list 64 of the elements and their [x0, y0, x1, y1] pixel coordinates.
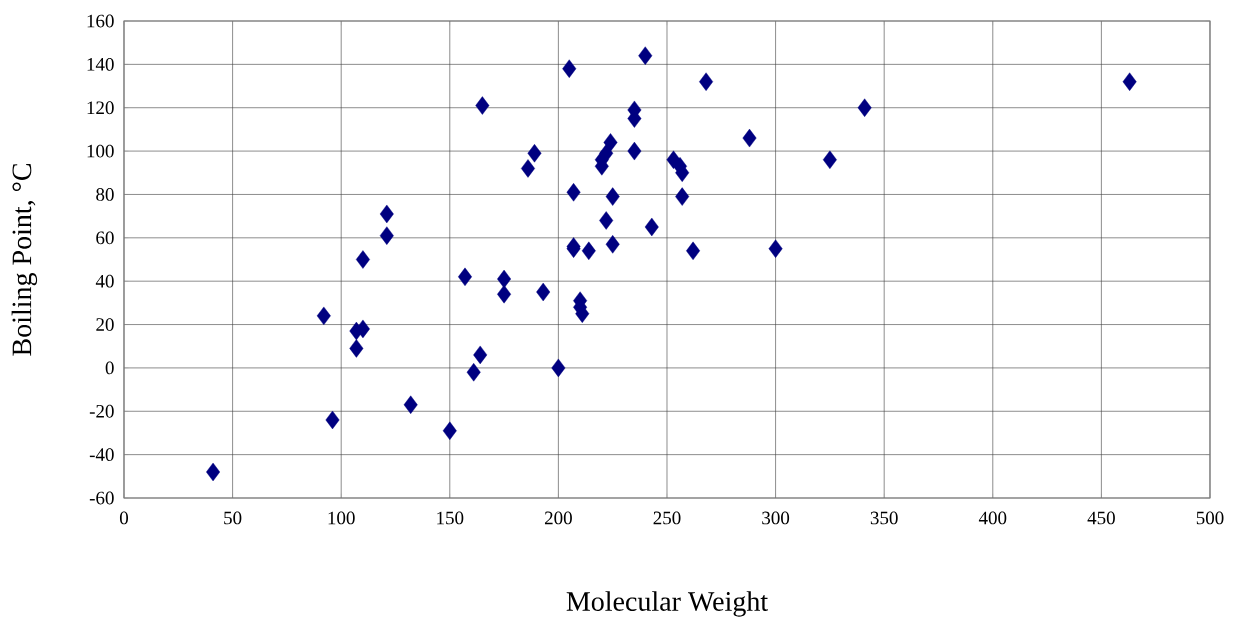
point — [349, 339, 364, 358]
x-tick-label: 300 — [762, 511, 790, 525]
x-tick-label: 500 — [1196, 511, 1224, 525]
point — [536, 282, 551, 302]
x-tick-label: 50 — [224, 511, 242, 525]
point — [379, 204, 394, 224]
point — [458, 267, 472, 287]
point — [442, 421, 457, 440]
y-tick-label: 160 — [87, 14, 114, 28]
point — [675, 187, 690, 206]
point — [605, 187, 620, 206]
x-tick-label: 350 — [870, 511, 898, 525]
y-tick-label: 100 — [87, 144, 114, 158]
y-tick-label: 0 — [105, 361, 114, 375]
point — [599, 211, 614, 230]
point — [605, 235, 620, 254]
point — [466, 363, 481, 382]
point — [627, 141, 642, 161]
point — [599, 144, 614, 163]
x-tick-label: 200 — [544, 511, 572, 525]
point — [497, 269, 512, 289]
y-tick-label: 20 — [96, 318, 114, 331]
point — [497, 284, 512, 304]
point — [551, 358, 566, 378]
point — [527, 144, 542, 163]
y-tick-label: 80 — [96, 188, 114, 201]
point — [403, 395, 418, 414]
point — [857, 98, 872, 117]
y-tick-label: 140 — [87, 57, 114, 71]
point — [379, 226, 394, 245]
y-tick-label: -20 — [89, 404, 114, 418]
point — [742, 128, 757, 148]
point — [603, 133, 618, 152]
y-tick-label: 60 — [96, 231, 114, 245]
y-tick-label: 120 — [87, 101, 114, 115]
point — [768, 239, 783, 258]
point — [699, 72, 714, 91]
y-tick-label: 40 — [95, 274, 114, 288]
x-axis-title: Molecular Weight — [566, 591, 768, 617]
point — [686, 241, 700, 261]
point — [355, 319, 370, 339]
point — [566, 183, 581, 202]
x-tick-label: 100 — [328, 511, 355, 525]
point — [581, 241, 596, 261]
x-tick-label: 400 — [978, 511, 1007, 525]
x-tick-label: 250 — [653, 511, 681, 525]
y-tick-label: -60 — [89, 491, 114, 505]
point — [562, 59, 577, 78]
point — [1122, 72, 1137, 91]
y-tick-label: -40 — [89, 448, 114, 462]
x-tick-label: 150 — [437, 511, 464, 525]
point — [355, 250, 370, 269]
point — [521, 159, 535, 178]
point — [316, 306, 331, 326]
point — [206, 462, 220, 482]
point — [638, 46, 653, 65]
point — [644, 217, 659, 237]
point — [473, 345, 488, 365]
point — [325, 410, 340, 430]
point — [822, 150, 837, 169]
point — [475, 96, 490, 115]
y-axis-title: Boiling Point, °C — [11, 164, 38, 356]
x-tick-label: 0 — [119, 511, 129, 525]
x-tick-label: 450 — [1087, 511, 1115, 525]
